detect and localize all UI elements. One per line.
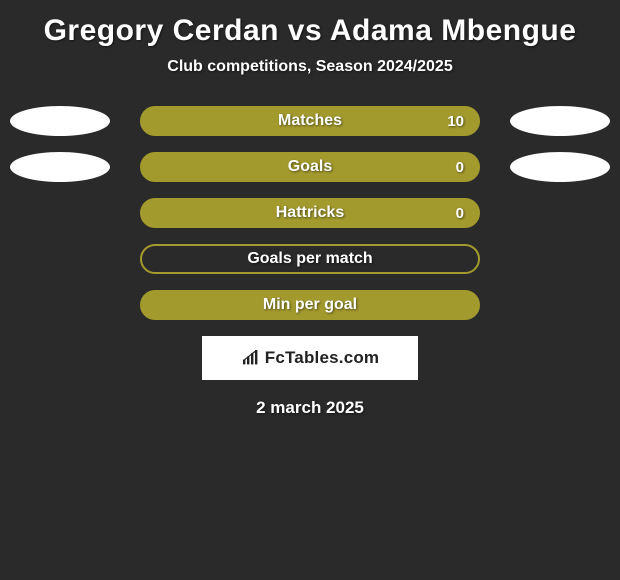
stat-label: Matches (278, 112, 342, 130)
right-marker (510, 106, 610, 136)
stat-row: Hattricks 0 (0, 198, 620, 228)
stat-bar: Min per goal (140, 290, 480, 320)
stat-value: 0 (456, 159, 464, 176)
subtitle: Club competitions, Season 2024/2025 (0, 58, 620, 106)
brand-chart-icon (241, 350, 261, 366)
stat-row: Min per goal (0, 290, 620, 320)
stat-bar: Matches 10 (140, 106, 480, 136)
right-marker (510, 152, 610, 182)
stat-label: Goals per match (247, 250, 372, 268)
left-marker (10, 152, 110, 182)
comparison-card: Gregory Cerdan vs Adama Mbengue Club com… (0, 0, 620, 418)
stat-value: 0 (456, 205, 464, 222)
brand-badge[interactable]: FcTables.com (202, 336, 418, 380)
stat-row: Goals 0 (0, 152, 620, 182)
page-title: Gregory Cerdan vs Adama Mbengue (0, 8, 620, 58)
stat-bar: Goals 0 (140, 152, 480, 182)
stat-row: Goals per match (0, 244, 620, 274)
stat-label: Goals (288, 158, 332, 176)
stat-bar: Goals per match (140, 244, 480, 274)
stat-value: 10 (447, 113, 464, 130)
stat-label: Min per goal (263, 296, 357, 314)
brand-text: FcTables.com (265, 348, 380, 368)
stat-bar: Hattricks 0 (140, 198, 480, 228)
stat-bars: Matches 10 Goals 0 Hattricks 0 Goals per match… (0, 106, 620, 320)
stat-row: Matches 10 (0, 106, 620, 136)
stat-label: Hattricks (276, 204, 344, 222)
left-marker (10, 106, 110, 136)
date-label: 2 march 2025 (0, 392, 620, 418)
